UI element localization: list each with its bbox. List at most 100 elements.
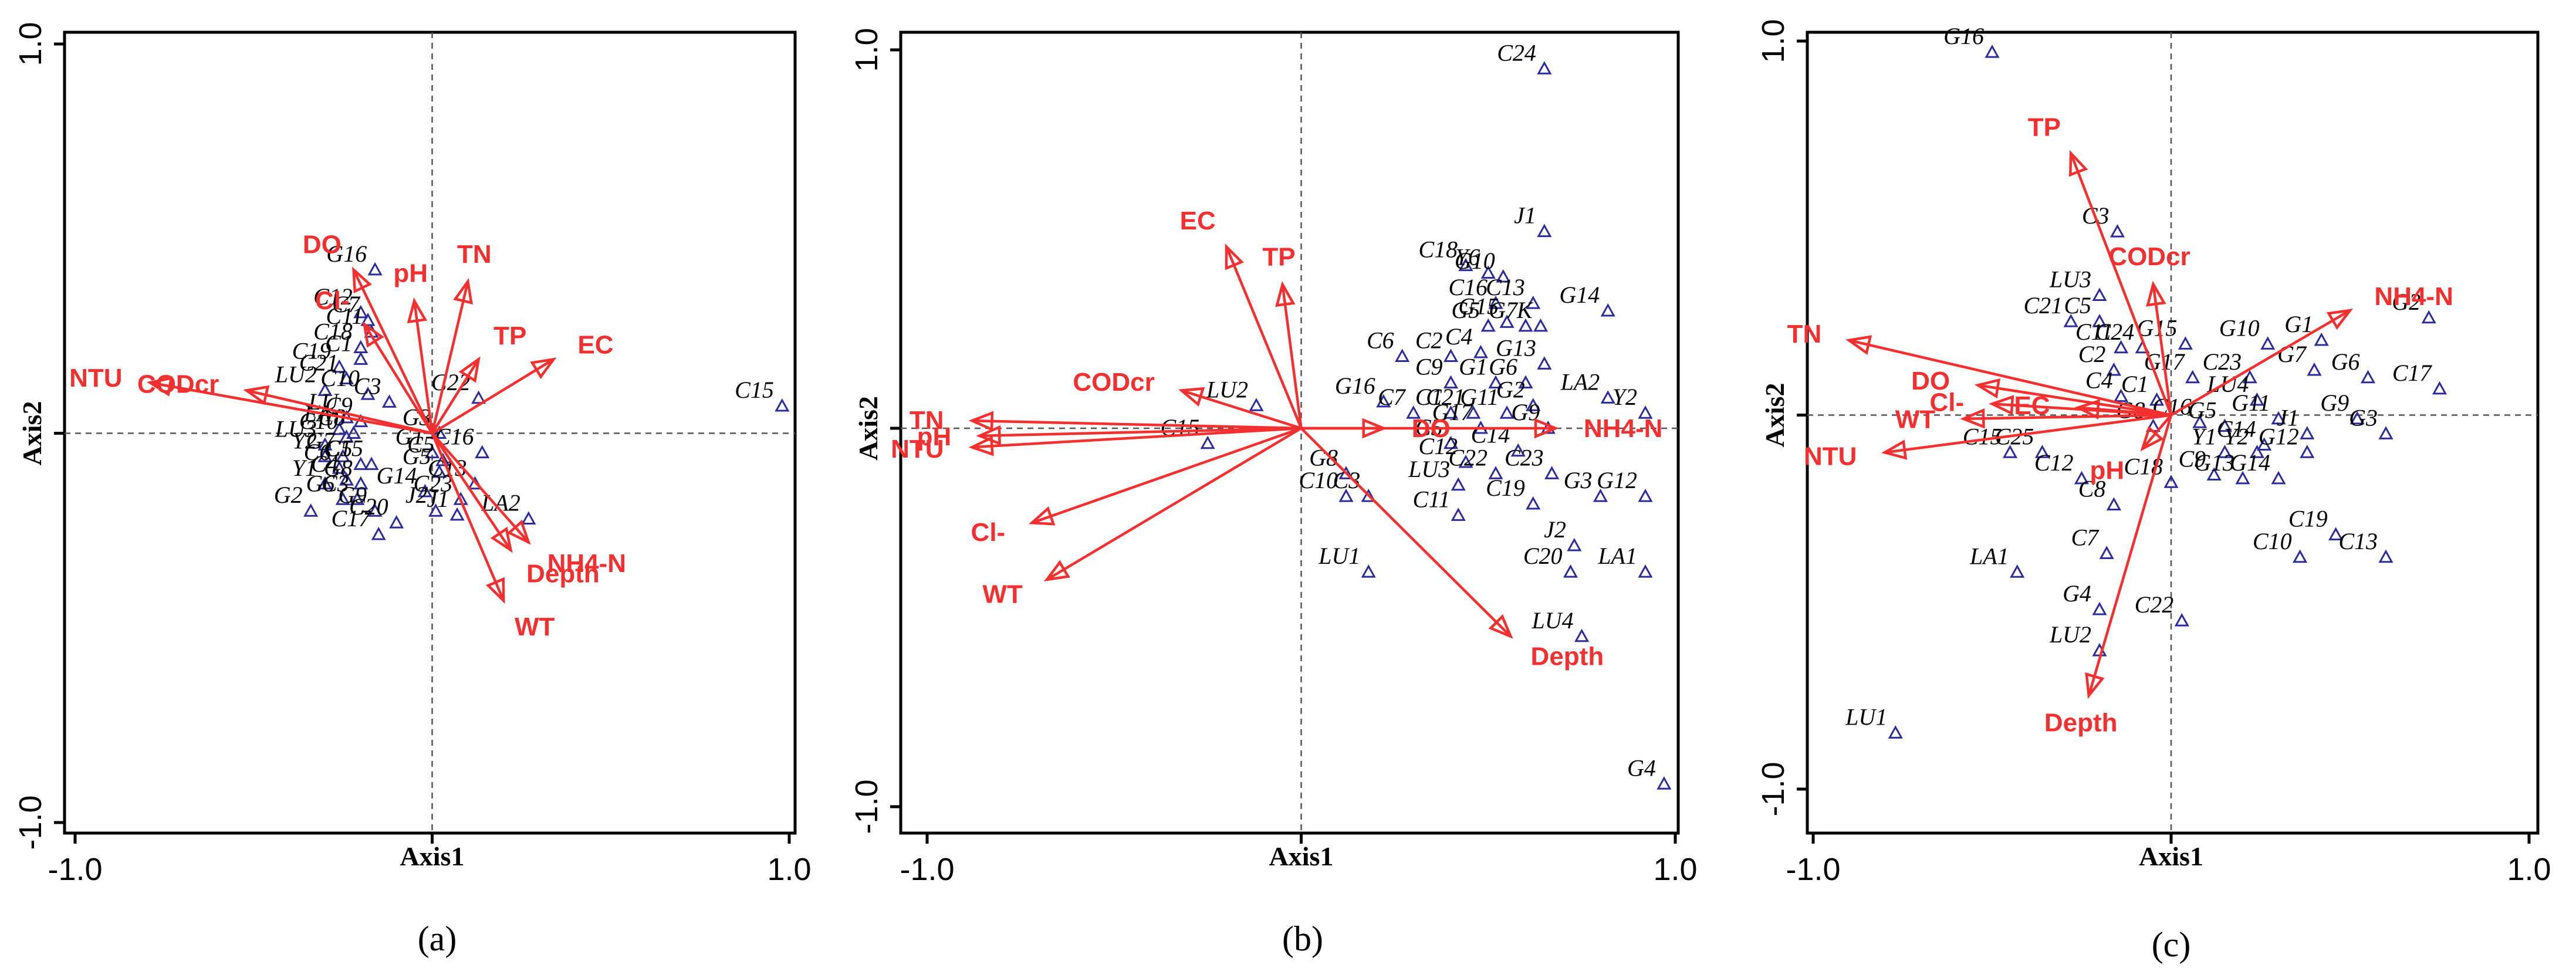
vector-arrow [431,432,505,601]
site-label: C5 [407,431,435,458]
vector-label: CODcr [137,370,219,399]
vector-label: pH [2090,456,2124,485]
site-label: LA2 [1560,368,1600,395]
site-marker [2300,445,2315,458]
vector-label: DO [303,231,342,259]
site-marker [1376,394,1391,408]
vector-label: EC [2014,391,2050,420]
site-marker [2242,370,2257,384]
site-label: G1 [2284,311,2313,337]
site-marker [2328,527,2344,540]
site-marker [2074,471,2090,485]
site-marker [1488,466,1503,479]
site-label: LU4 [1531,607,1573,634]
site-label: G14 [376,462,417,489]
site-marker [1249,398,1264,411]
vector-arrowhead [530,357,557,380]
site-label: G2 [274,482,303,508]
site-label: G17 [1432,399,1474,425]
x-tick-label-min: -1.0 [900,852,954,887]
site-marker [1526,398,1541,411]
vector-arrowhead [1275,281,1296,307]
site-label: C20 [1523,543,1563,569]
site-label: G9 [338,482,367,508]
site-label: C16 [1448,274,1488,300]
site-marker [453,492,468,505]
site-marker [1600,303,1615,317]
site-marker [435,452,451,466]
vector-arrow [363,323,434,434]
site-marker [1443,405,1459,419]
site-marker [360,387,376,400]
site-label: C18 [313,319,353,345]
vector-label: TN [910,406,944,435]
vector-arrow [1977,384,2172,417]
site-marker [1593,489,1608,502]
site-label: C7 [2071,524,2100,550]
x-tick-label-min: -1.0 [1786,852,1840,887]
vector-arrowhead [1881,439,1908,460]
site-label: J1 [2277,404,2299,431]
vector-label: pH [393,259,428,287]
site-label: C23 [413,470,452,496]
site-marker [1563,564,1578,578]
y-tick-label-min: -1.0 [13,795,48,850]
site-marker [1888,725,1903,739]
vector-arrowhead [1845,335,1872,356]
site-marker [381,394,397,408]
vector-label: Cl- [315,286,350,315]
site-label: C13 [2338,528,2378,554]
site-label: C10 [1299,467,1338,493]
vector-arrow [2087,414,2173,696]
site-marker [2114,340,2129,354]
site-marker [2217,418,2233,432]
site-label: LU1 [1845,703,1887,730]
site-label: C23 [2203,348,2242,375]
site-label: C22 [1448,444,1488,471]
site-marker [1533,318,1549,332]
site-label: G2 [2392,289,2421,315]
vector-arrowhead [968,411,994,432]
site-label: G14 [1559,282,1600,308]
site-marker [1488,375,1503,389]
site-label: C23 [1505,444,1544,471]
vector-label: WT [982,580,1023,609]
site-marker [1985,45,2000,58]
site-marker [1488,296,1503,309]
site-label: G5 [1451,297,1480,323]
site-label: K [1516,297,1534,323]
site-label: G9 [2320,390,2349,416]
site-marker [2260,336,2276,350]
site-marker [2163,475,2179,488]
vector-arrowhead [352,266,372,294]
site-label: C1 [1415,384,1443,410]
site-label: LU2 [1206,376,1248,402]
site-marker [1395,348,1410,362]
site-marker [1537,356,1552,370]
y-tick-label-max: 1.0 [849,28,884,72]
vector-arrow [1848,339,2172,417]
vector-arrow [1884,414,2172,454]
site-label: Y2 [2224,423,2249,449]
site-label: Y6 [1455,244,1480,270]
vector-label: Depth [526,559,600,588]
site-label: C17 [332,505,372,532]
vector-arrowhead [1989,395,2014,415]
site-label: Y2 [1612,384,1637,410]
site-marker [350,492,365,505]
vector-arrow [352,269,434,434]
site-marker [1443,435,1459,449]
site-label: LU3 [275,415,317,442]
vector-arrowhead [2074,399,2100,419]
site-label: Y2 [292,427,317,454]
site-marker [2099,546,2114,559]
site-marker [1574,628,1590,642]
site-label: J1 [1514,202,1536,229]
site-marker [332,421,347,435]
site-label: C2 [2078,341,2106,367]
site-marker [332,461,347,474]
site-marker [335,492,350,505]
site-marker [2378,426,2394,439]
site-label: C1 [2121,371,2149,397]
site-label: C24 [1497,39,1536,66]
